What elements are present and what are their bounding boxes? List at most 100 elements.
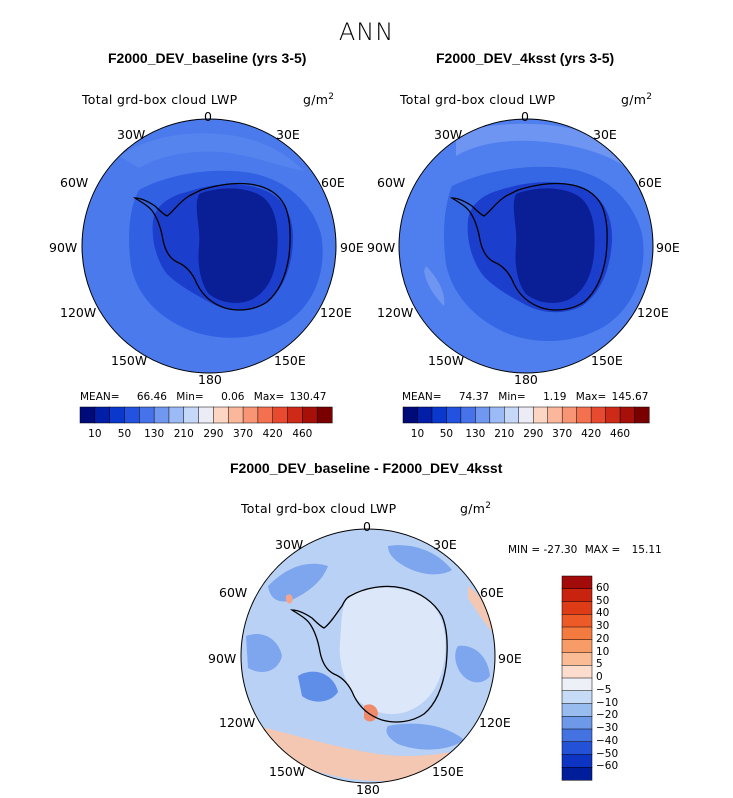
p2-lon-label-90e: 90E xyxy=(656,240,680,255)
panel1-stats: MEAN= 66.46 Min= 0.06 Max= 130.47 xyxy=(80,391,326,403)
colorbar-tick-label: 10 xyxy=(410,428,425,440)
p1-high-patch-north xyxy=(119,133,304,171)
p2-max-value: 145.67 xyxy=(611,391,649,403)
p3-min-value: -27.30 xyxy=(543,544,578,556)
panel2-colorbar-ticks: 10 50 130 210 290 370 420 460 xyxy=(403,428,649,442)
p2-coastline xyxy=(449,182,608,311)
p1-lon-label-60w: 60W xyxy=(60,175,89,190)
p1-mean-value: 66.46 xyxy=(136,391,167,403)
p1-lon-label-120w: 120W xyxy=(60,305,97,320)
p3-lon-label-30e: 30E xyxy=(433,537,457,552)
colorbar-tick-label: −10 xyxy=(596,696,619,709)
colorbar-swatch xyxy=(561,677,593,692)
colorbar-swatch xyxy=(153,406,170,424)
colorbar-swatch xyxy=(561,601,593,615)
colorbar-swatch xyxy=(504,406,520,424)
colorbar-tick-label: 5 xyxy=(596,658,603,671)
p2-max-label: Max= xyxy=(575,391,607,403)
colorbar-swatch xyxy=(402,406,419,424)
colorbar-swatch xyxy=(561,690,593,705)
p3-lon-label-120w: 120W xyxy=(219,715,256,730)
colorbar-swatch xyxy=(94,406,111,424)
panel1-variable-label: Total grd-box cloud LWP xyxy=(82,92,238,107)
p3-lon-label-150w: 150W xyxy=(269,764,306,779)
p2-mean-label: MEAN= xyxy=(402,391,442,403)
colorbar-tick-label: 10 xyxy=(88,428,102,440)
colorbar-swatch xyxy=(302,406,318,424)
colorbar-swatch xyxy=(619,406,636,424)
colorbar-swatch xyxy=(590,406,607,424)
panel2-units: g/m2 xyxy=(621,92,652,107)
colorbar-swatch xyxy=(227,406,244,424)
colorbar-tick-label: 210 xyxy=(173,428,194,440)
p3-light-interior xyxy=(339,587,446,715)
colorbar-swatch xyxy=(168,406,185,424)
p2-antarctic-interior xyxy=(513,188,595,303)
colorbar-swatch xyxy=(518,406,534,424)
colorbar-swatch xyxy=(109,406,126,424)
colorbar-swatch xyxy=(561,767,593,781)
panel3-units: g/m2 xyxy=(460,501,491,516)
units-exponent: 2 xyxy=(485,501,492,511)
colorbar-tick-label: 420 xyxy=(262,428,283,440)
panel2-stats: MEAN= 74.37 Min= 1.19 Max= 145.67 xyxy=(402,391,648,403)
colorbar-tick-label: −20 xyxy=(596,709,619,722)
p2-lon-label-150e: 150E xyxy=(591,353,623,368)
colorbar-swatch xyxy=(417,406,433,424)
units-exponent: 2 xyxy=(328,92,335,102)
figure-title: ANN xyxy=(338,18,395,46)
p1-min-label: Min= xyxy=(176,391,204,403)
p1-max-label: Max= xyxy=(253,391,285,403)
panel1-colorbar xyxy=(79,406,333,424)
colorbar-swatch xyxy=(316,406,333,424)
p3-lon-label-0: 0 xyxy=(363,519,371,534)
colorbar-tick-label: 370 xyxy=(233,428,254,440)
p2-lon-label-150w: 150W xyxy=(428,353,465,368)
panel1-map xyxy=(81,118,337,374)
colorbar-tick-label: 50 xyxy=(117,428,132,440)
colorbar-tick-label: 290 xyxy=(523,428,544,440)
colorbar-tick-label: 210 xyxy=(494,428,515,440)
p3-ocean-patch-1 xyxy=(268,563,328,602)
p2-min-value: 1.19 xyxy=(543,391,567,403)
p1-lon-label-90e: 90E xyxy=(340,240,364,255)
p1-lon-label-60e: 60E xyxy=(321,175,345,190)
colorbar-swatch xyxy=(547,406,563,424)
p3-map-border xyxy=(240,528,496,784)
colorbar-swatch xyxy=(124,406,140,424)
colorbar-tick-label: 40 xyxy=(596,607,610,620)
p2-lon-label-60w: 60W xyxy=(377,175,406,190)
p1-map-border xyxy=(81,118,337,374)
p2-lon-label-30e: 30E xyxy=(593,127,617,142)
colorbar-tick-label: 30 xyxy=(596,620,610,632)
colorbar-swatch xyxy=(287,406,303,424)
p1-lon-label-30w: 30W xyxy=(117,127,146,142)
panel1-title: F2000_DEV_baseline (yrs 3-5) xyxy=(108,50,307,66)
p2-map-border xyxy=(398,118,654,374)
p2-high-patch-west xyxy=(424,266,445,306)
p2-lon-label-0: 0 xyxy=(521,109,529,124)
colorbar-swatch xyxy=(446,406,462,424)
p3-lon-label-120e: 120E xyxy=(479,715,511,730)
panel3-variable-label: Total grd-box cloud LWP xyxy=(241,501,397,516)
colorbar-swatch xyxy=(561,639,593,654)
panel2-colorbar xyxy=(402,406,650,424)
panel2-map xyxy=(398,118,654,374)
colorbar-swatch xyxy=(489,406,505,424)
colorbar-tick-label: 290 xyxy=(203,428,224,440)
p1-antarctic-interior xyxy=(196,188,278,303)
p3-ocean-patch-3 xyxy=(246,634,282,672)
panel3-colorbar xyxy=(561,575,593,781)
colorbar-tick-label: 420 xyxy=(581,428,602,440)
p3-ocean-patch-5 xyxy=(298,671,338,702)
units-base: g/m xyxy=(621,92,647,108)
p1-mean-label: MEAN= xyxy=(80,391,120,403)
panel3-colorbar-ticks: 60 50 40 30 20 10 5 0 −5 −10 −20 −30 −40 −50 −60 xyxy=(596,576,636,780)
colorbar-tick-label: 0 xyxy=(596,671,603,683)
colorbar-tick-label: −60 xyxy=(596,760,619,773)
colorbar-swatch xyxy=(79,406,96,424)
colorbar-tick-label: 370 xyxy=(552,428,573,440)
colorbar-swatch xyxy=(561,626,593,641)
colorbar-tick-label: 130 xyxy=(144,428,165,440)
colorbar-swatch xyxy=(561,614,593,628)
